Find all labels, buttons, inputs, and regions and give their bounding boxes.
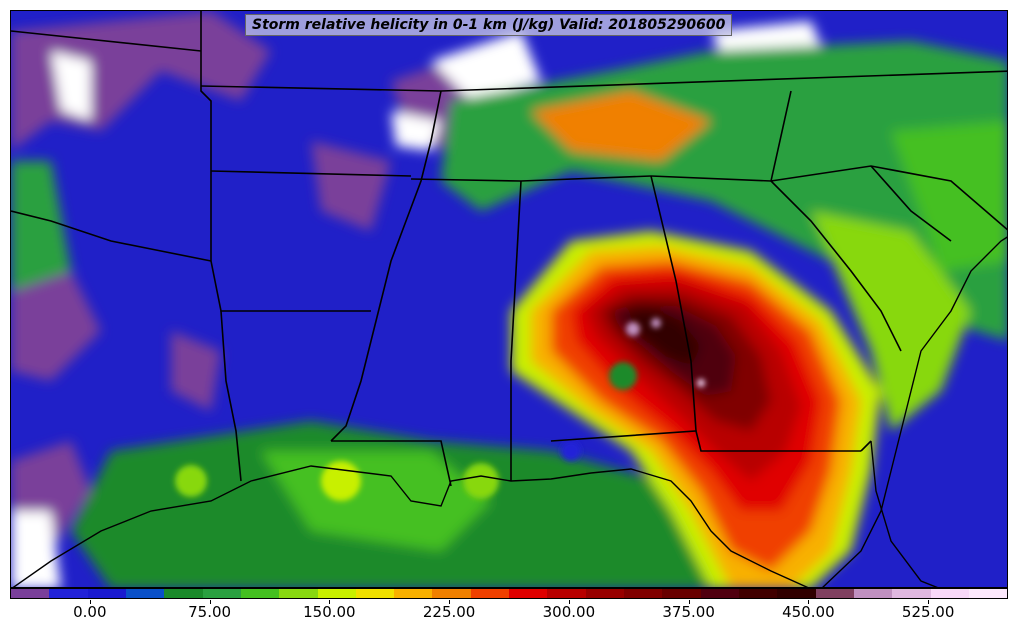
colorbar-swatch	[125, 589, 165, 598]
colorbar-swatch	[892, 589, 931, 598]
colorbar-tick-label: 525.00	[901, 603, 955, 621]
colorbar-tick-label: 450.00	[782, 603, 835, 621]
colorbar-swatch	[317, 589, 356, 598]
map-title: Storm relative helicity in 0-1 km (J/kg)…	[245, 14, 733, 36]
colorbar-swatch	[738, 589, 778, 598]
colorbar-swatch	[240, 589, 280, 598]
colorbar	[10, 588, 1008, 599]
colorbar-tick	[928, 600, 930, 604]
colorbar-tick	[688, 600, 690, 604]
colorbar-tick	[449, 600, 451, 604]
colorbar-tick	[209, 600, 211, 604]
colorbar-swatch	[700, 589, 739, 598]
colorbar-swatch	[585, 589, 624, 598]
colorbar-tick	[568, 600, 570, 604]
colorbar-ticks: 0.00 75.00 150.00 225.00 300.00 375.00 450.00 5…	[10, 600, 1008, 630]
coastline	[12, 236, 1007, 587]
colorbar-tick-label: 75.00	[188, 603, 232, 621]
colorbar-swatch	[470, 589, 510, 598]
colorbar-swatch	[853, 589, 893, 598]
colorbar-swatch	[11, 589, 50, 598]
colorbar-swatch	[432, 589, 471, 598]
colorbar-swatch	[164, 589, 203, 598]
colorbar-tick	[329, 600, 331, 604]
colorbar-tick-label: 225.00	[422, 603, 476, 621]
colorbar-swatch	[87, 589, 126, 598]
colorbar-tick-label: 150.00	[303, 603, 356, 621]
map-panel	[10, 10, 1008, 588]
colorbar-swatch	[279, 589, 318, 598]
colorbar-tick-label: 300.00	[542, 603, 596, 621]
colorbar-swatch	[930, 589, 969, 598]
helicity-map	[11, 11, 1007, 587]
colorbar-swatch	[509, 589, 548, 598]
colorbar-swatch	[968, 589, 1008, 598]
colorbar-swatch	[624, 589, 663, 598]
colorbar-swatch	[547, 589, 586, 598]
colorbar-tick-label: 375.00	[662, 603, 715, 621]
helicity-field	[11, 11, 1007, 587]
colorbar-tick	[808, 600, 810, 604]
colorbar-tick	[89, 600, 91, 604]
colorbar-swatch	[394, 589, 433, 598]
colorbar-swatch	[777, 589, 816, 598]
colorbar-swatch	[49, 589, 88, 598]
state-boundaries	[11, 11, 1007, 487]
colorbar-swatch	[202, 589, 241, 598]
colorbar-swatch	[662, 589, 701, 598]
colorbar-tick-label: 0.00	[73, 603, 107, 621]
colorbar-swatch	[815, 589, 854, 598]
colorbar-swatch	[355, 589, 395, 598]
